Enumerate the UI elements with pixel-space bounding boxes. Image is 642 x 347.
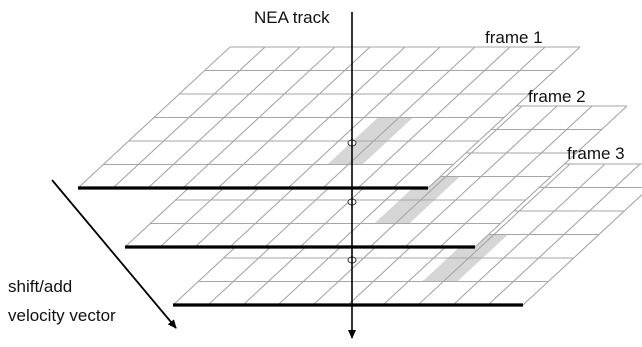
velocity-vector-label-line1: shift/add	[8, 277, 72, 296]
frames-layer	[77, 46, 642, 307]
velocity-vector-arrow	[51, 179, 177, 329]
frame-2-label: frame 2	[528, 87, 586, 106]
velocity-vector-label-line2: velocity vector	[8, 306, 116, 325]
frame-1-label: frame 1	[485, 28, 543, 47]
nea-track-label: NEA track	[254, 8, 330, 27]
frame-1-grid	[77, 46, 581, 190]
frame-3-label: frame 3	[567, 144, 625, 163]
